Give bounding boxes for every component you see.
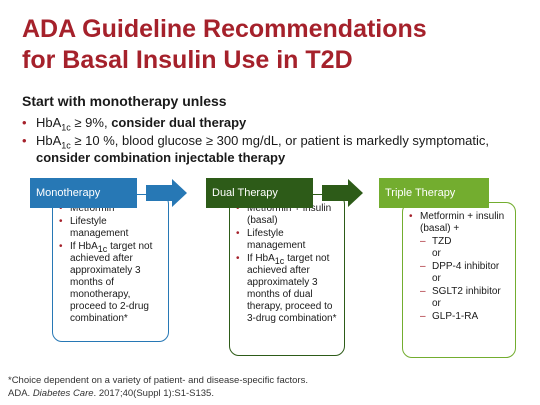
criteria-bullet-2: • HbA1c ≥ 10 %, blood glucose ≥ 300 mg/d…: [22, 133, 490, 165]
monotherapy-box: Metformin Lifestyle management If HbA1c …: [52, 194, 169, 342]
slide-title: ADA Guideline Recommendations for Basal …: [22, 14, 522, 76]
triple-main-item: Metformin + insulin (basal) +: [409, 211, 509, 235]
dual-item-1: Metformin + insulin (basal): [236, 203, 338, 227]
criteria-list: • HbA1c ≥ 9%, consider dual therapy • Hb…: [22, 114, 522, 167]
footnote: *Choice dependent on a variety of patien…: [8, 374, 308, 400]
intro-text: Start with monotherapy unless: [22, 93, 227, 109]
dual-item-2: Lifestyle management: [236, 228, 338, 252]
citation: ADA. Diabetes Care. 2017;40(Suppl 1):S1-…: [8, 388, 214, 399]
title-line-1: ADA Guideline Recommendations: [22, 15, 427, 43]
option-glp1: – GLP-1-RA: [420, 311, 479, 322]
triple-options: – TZD or – DPP-4 inhibitor or – SGLT2 inhib…: [420, 236, 509, 323]
or-label: or: [432, 273, 441, 284]
triple-therapy-header: Triple Therapy: [379, 178, 489, 208]
dual-item-3: If HbA1c target not achieved after appro…: [236, 253, 338, 325]
criteria-bullet-1: • HbA1c ≥ 9%, consider dual therapy: [22, 115, 247, 133]
dual-therapy-box: Metformin + insulin (basal) Lifestyle ma…: [229, 194, 345, 356]
bullet-dot-icon: •: [22, 115, 27, 130]
arrow-right-icon: [322, 179, 363, 207]
mono-item-3: If HbA1c target not achieved after appro…: [59, 241, 162, 325]
dual-therapy-header: Dual Therapy: [206, 178, 313, 208]
mono-item-2: Lifestyle management: [59, 216, 162, 240]
option-dpp4: – DPP-4 inhibitor: [420, 261, 500, 272]
mono-item-1: Metformin: [59, 203, 162, 215]
or-label: or: [432, 248, 441, 259]
or-label: or: [432, 298, 441, 309]
option-tzd: – TZD: [420, 236, 452, 247]
footnote-line-1: *Choice dependent on a variety of patien…: [8, 375, 308, 386]
arrow-right-icon: [146, 179, 187, 207]
monotherapy-header: Monotherapy: [30, 178, 137, 208]
triple-therapy-box: Metformin + insulin (basal) + –TZD or –D…: [402, 202, 516, 358]
title-line-2: for Basal Insulin Use in T2D: [22, 46, 353, 74]
bullet-dot-icon: •: [22, 133, 27, 148]
option-sglt2: – SGLT2 inhibitor: [420, 286, 501, 297]
